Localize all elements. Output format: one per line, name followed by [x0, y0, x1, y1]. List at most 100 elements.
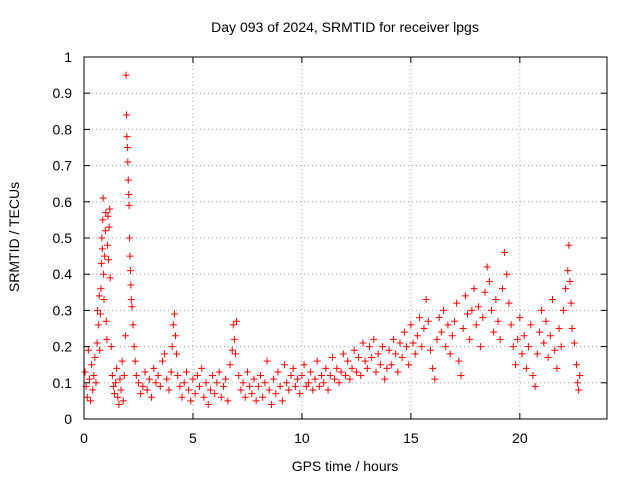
- data-point: [248, 390, 256, 398]
- x-tick-label: 15: [403, 430, 419, 446]
- data-point: [259, 393, 267, 401]
- data-point: [398, 353, 406, 361]
- data-point: [246, 382, 254, 390]
- data-point: [403, 343, 411, 351]
- data-point: [474, 303, 482, 311]
- data-point: [407, 321, 415, 329]
- data-point: [174, 372, 182, 380]
- data-point: [99, 194, 107, 202]
- data-point: [102, 317, 110, 325]
- data-point: [278, 397, 286, 405]
- data-point: [298, 372, 306, 380]
- data-point: [137, 390, 145, 398]
- data-point: [111, 390, 119, 398]
- data-point: [167, 368, 175, 376]
- y-tick-label: 0.5: [53, 230, 73, 246]
- data-point: [542, 317, 550, 325]
- y-tick-label: 0.2: [53, 339, 73, 355]
- data-point: [100, 270, 108, 278]
- data-point: [574, 379, 582, 387]
- data-point: [250, 375, 258, 383]
- data-point: [479, 314, 487, 322]
- data-point: [509, 343, 517, 351]
- data-point: [98, 245, 106, 253]
- data-point: [300, 361, 308, 369]
- data-point: [566, 277, 574, 285]
- data-point: [154, 372, 162, 380]
- data-point: [440, 306, 448, 314]
- data-point: [376, 361, 384, 369]
- data-point: [357, 372, 365, 380]
- data-point: [105, 223, 113, 231]
- data-point: [185, 386, 193, 394]
- data-point: [311, 375, 319, 383]
- data-point: [501, 248, 509, 256]
- data-point: [535, 328, 543, 336]
- data-point: [442, 343, 450, 351]
- data-point: [289, 364, 297, 372]
- data-point: [529, 372, 537, 380]
- data-point: [125, 201, 133, 209]
- data-point: [575, 386, 583, 394]
- data-point: [346, 375, 354, 383]
- x-tick-label: 5: [189, 430, 197, 446]
- data-point: [333, 364, 341, 372]
- data-point: [348, 364, 356, 372]
- data-point: [420, 325, 428, 332]
- data-point: [270, 375, 278, 383]
- data-point: [518, 350, 526, 358]
- data-point: [557, 343, 565, 351]
- data-point: [168, 343, 176, 351]
- data-point: [83, 393, 91, 401]
- data-point: [104, 256, 112, 264]
- data-point: [538, 306, 546, 314]
- data-point: [453, 299, 461, 307]
- data-point: [559, 306, 567, 314]
- y-tick-label: 0.9: [53, 85, 73, 101]
- data-point: [411, 350, 419, 358]
- data-point: [361, 357, 369, 365]
- data-point: [88, 361, 96, 369]
- data-point: [472, 321, 480, 329]
- data-point: [96, 310, 104, 318]
- data-point: [228, 346, 236, 354]
- data-point: [437, 328, 445, 336]
- data-point: [567, 299, 575, 307]
- data-point: [392, 350, 400, 358]
- data-point: [540, 339, 548, 347]
- data-point: [128, 303, 136, 311]
- data-point: [522, 364, 530, 372]
- data-point: [379, 343, 387, 351]
- data-point: [89, 386, 97, 394]
- data-point: [416, 314, 424, 322]
- data-point: [555, 325, 563, 332]
- data-point: [352, 368, 360, 376]
- data-point: [254, 382, 262, 390]
- data-point: [280, 361, 288, 369]
- data-point: [549, 296, 557, 304]
- data-point: [363, 364, 371, 372]
- data-point: [359, 339, 367, 347]
- data-point: [120, 372, 128, 380]
- data-point: [531, 382, 539, 390]
- data-point: [127, 281, 135, 289]
- data-point: [505, 299, 513, 307]
- data-point: [520, 332, 528, 340]
- data-point: [276, 382, 284, 390]
- data-point: [322, 364, 330, 372]
- data-point: [118, 357, 126, 365]
- data-point: [457, 372, 465, 380]
- data-point: [195, 382, 203, 390]
- data-point: [326, 372, 334, 380]
- data-point: [152, 379, 160, 387]
- data-point: [170, 310, 178, 318]
- data-point: [104, 212, 112, 220]
- data-point: [92, 379, 100, 387]
- data-point: [429, 364, 437, 372]
- data-point: [396, 339, 404, 347]
- data-point: [94, 321, 102, 329]
- data-point: [483, 263, 491, 271]
- data-point: [287, 372, 295, 380]
- data-point: [485, 277, 493, 285]
- data-point: [503, 270, 511, 278]
